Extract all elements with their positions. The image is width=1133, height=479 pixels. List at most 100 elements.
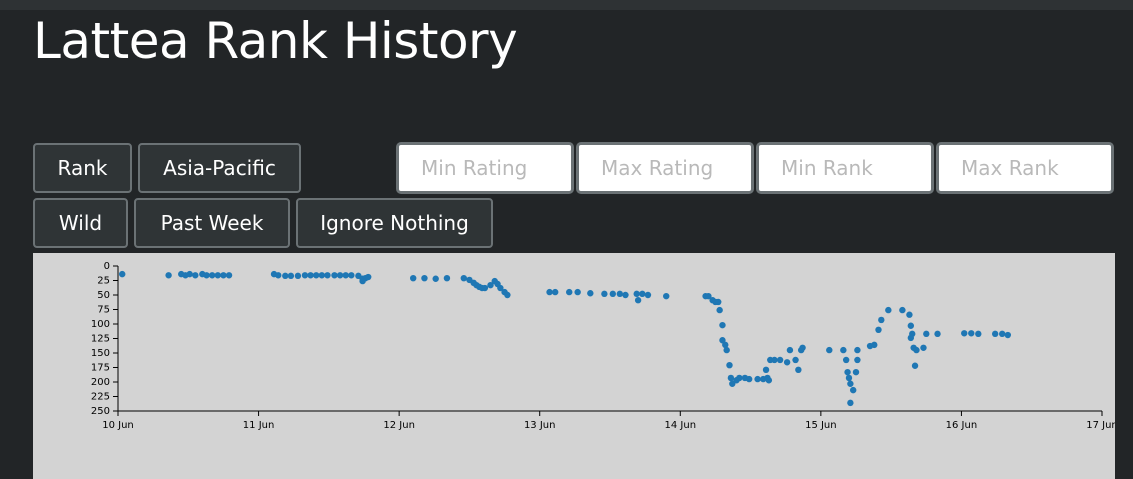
data-point xyxy=(443,274,451,282)
data-point xyxy=(754,375,761,383)
y-tick-label: 175 xyxy=(91,363,110,374)
data-point xyxy=(287,272,295,280)
y-tick-label: 250 xyxy=(91,406,110,417)
data-point xyxy=(220,272,227,279)
max-rank-input[interactable]: Max Rank xyxy=(936,142,1114,194)
data-point xyxy=(342,272,349,279)
region-button[interactable]: Asia-Pacific xyxy=(138,143,301,193)
metric-button[interactable]: Rank xyxy=(33,143,132,193)
data-point xyxy=(587,290,594,297)
x-tick-label: 13 Jun xyxy=(524,420,556,431)
x-tick-label: 10 Jun xyxy=(102,420,134,431)
data-point xyxy=(208,272,216,279)
chart: 0 25 50 75 100 125 150 175 200 225 250 10 Jun 11 Jun… xyxy=(33,253,1115,479)
data-point xyxy=(324,272,331,279)
data-point xyxy=(716,306,723,314)
data-point xyxy=(762,366,770,374)
y-tick-label: 125 xyxy=(91,334,110,345)
max-rating-input[interactable]: Max Rating xyxy=(576,142,754,194)
data-point xyxy=(616,290,624,298)
data-point xyxy=(359,277,366,285)
data-point xyxy=(609,290,617,298)
data-point xyxy=(934,330,941,338)
data-point xyxy=(771,356,778,364)
data-point xyxy=(481,284,489,292)
data-point xyxy=(410,274,417,282)
data-point xyxy=(719,337,726,344)
data-point xyxy=(727,374,735,382)
data-point xyxy=(639,290,646,298)
data-point xyxy=(1004,331,1012,339)
data-point xyxy=(275,272,282,279)
data-point xyxy=(840,346,847,354)
data-point xyxy=(313,272,320,279)
data-point xyxy=(348,272,355,279)
data-point xyxy=(885,306,892,314)
data-point xyxy=(878,316,885,324)
data-point xyxy=(294,272,302,280)
data-point xyxy=(911,362,919,369)
data-point xyxy=(318,272,326,279)
data-point xyxy=(301,272,309,279)
data-point xyxy=(786,346,794,354)
data-point xyxy=(845,374,853,382)
data-point xyxy=(745,375,753,383)
min-rank-input[interactable]: Min Rank xyxy=(756,142,934,194)
data-point xyxy=(365,273,372,281)
data-point xyxy=(546,288,553,296)
data-point xyxy=(907,334,915,342)
data-point xyxy=(551,288,559,296)
data-point xyxy=(622,291,629,299)
data-point xyxy=(968,330,975,337)
top-bar xyxy=(0,0,1133,10)
data-point xyxy=(906,311,913,318)
data-point xyxy=(192,272,199,279)
data-point xyxy=(421,274,428,282)
data-point xyxy=(719,321,726,329)
data-point xyxy=(913,346,920,354)
data-point xyxy=(923,330,930,338)
data-point xyxy=(705,292,712,300)
data-point xyxy=(634,297,642,304)
y-tick-label: 200 xyxy=(91,377,110,388)
min-rating-input[interactable]: Min Rating xyxy=(396,142,574,194)
data-point xyxy=(282,272,289,280)
data-point xyxy=(726,361,733,369)
x-tick-label: 11 Jun xyxy=(243,420,275,431)
data-point xyxy=(920,344,927,351)
period-button[interactable]: Past Week xyxy=(134,198,290,248)
y-tick-label: 100 xyxy=(91,319,110,330)
y-tick-label: 50 xyxy=(97,290,110,301)
data-point xyxy=(792,356,799,364)
filter-button[interactable]: Ignore Nothing xyxy=(296,198,493,248)
x-tick-label: 14 Jun xyxy=(665,420,697,431)
data-point xyxy=(975,330,982,338)
data-point xyxy=(504,291,511,299)
data-point xyxy=(854,356,861,364)
data-point xyxy=(849,386,857,394)
data-point xyxy=(214,272,222,279)
data-point xyxy=(307,272,314,279)
data-point xyxy=(497,284,504,292)
data-point xyxy=(723,346,730,354)
data-point xyxy=(715,298,722,306)
y-tick-label: 0 xyxy=(104,261,110,272)
data-point xyxy=(991,330,999,338)
data-point xyxy=(854,346,861,354)
y-tick-label: 225 xyxy=(91,392,110,403)
data-point xyxy=(574,288,581,296)
data-point xyxy=(119,270,126,278)
page-title: Lattea Rank History xyxy=(33,12,518,70)
y-tick-label: 75 xyxy=(97,305,110,316)
data-point xyxy=(432,275,439,282)
x-tick-label: 15 Jun xyxy=(805,420,837,431)
x-tick-label: 12 Jun xyxy=(383,420,415,431)
data-point xyxy=(842,356,850,364)
y-tick-label: 150 xyxy=(91,348,110,359)
chart-background xyxy=(33,253,1115,479)
data-point xyxy=(783,359,791,366)
x-tick-label: 17 Jun xyxy=(1086,420,1115,431)
format-button[interactable]: Wild xyxy=(33,198,128,248)
data-point xyxy=(663,292,670,300)
data-point xyxy=(336,272,344,279)
